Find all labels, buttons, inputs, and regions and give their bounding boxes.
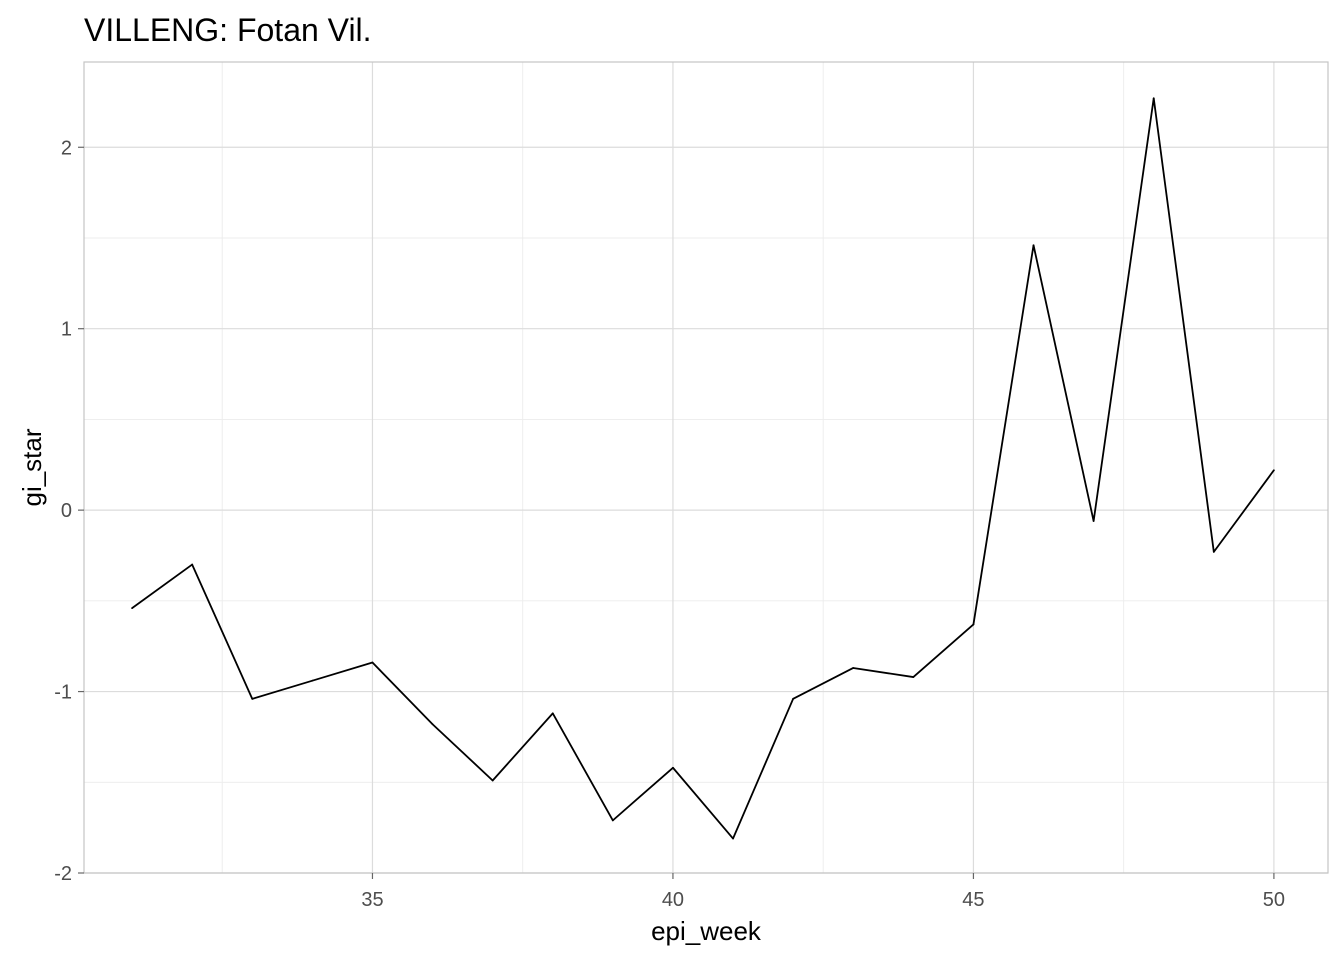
data-point-0-1 [191,563,194,566]
series-line-0 [131,97,1275,840]
data-point-0-10 [732,837,734,840]
data-point-0-18 [1212,550,1215,553]
data-point-0-2 [251,697,254,700]
y-axis-ticks: -2 -1 0 1 2 [54,137,84,885]
x-axis-title: epi_week [651,916,762,946]
data-point-0-4 [371,661,374,664]
y-tick-label-3: 1 [61,319,72,341]
data-point-0-12 [852,667,855,669]
data-point-0-17 [1152,97,1155,100]
data-point-0-5 [431,723,434,726]
data-point-0-15 [1032,244,1035,247]
chart-title: VILLENG: Fotan Vil. [84,12,372,48]
data-point-0-19 [1273,469,1275,472]
y-tick-label-4: 2 [61,137,72,159]
minor-gridlines [84,62,1328,873]
series-group [131,97,1275,840]
y-tick-label-2: 0 [61,500,72,522]
plot-panel-border [83,61,1329,874]
data-point-0-6 [491,779,494,782]
x-tick-label-1: 40 [662,889,684,911]
x-axis-ticks: 35 40 45 50 [361,873,1285,911]
y-tick-label-0: -2 [54,863,72,885]
x-tick-label-0: 35 [361,889,383,911]
data-point-0-11 [792,697,795,700]
data-point-0-9 [672,766,674,769]
x-tick-label-3: 50 [1263,889,1285,911]
data-point-0-7 [551,712,554,715]
x-tick-label-2: 45 [962,889,984,911]
y-axis-title: gi_star [17,428,47,506]
y-tick-label-1: -1 [54,682,72,704]
data-point-0-3 [311,679,314,682]
data-point-0-14 [972,623,975,626]
data-point-0-13 [912,676,915,678]
data-point-0-0 [131,607,133,610]
data-point-0-8 [611,819,614,822]
data-point-0-16 [1092,520,1095,522]
